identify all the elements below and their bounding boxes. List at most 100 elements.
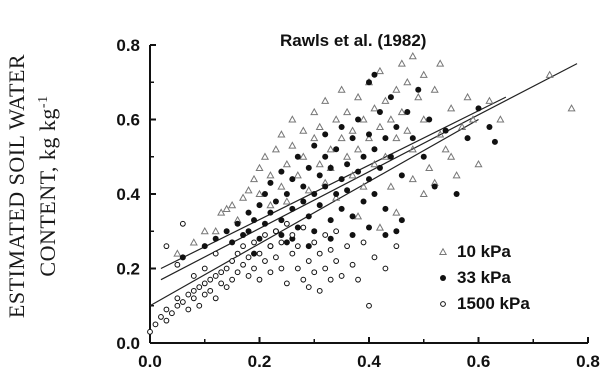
data-point <box>409 135 416 142</box>
data-point <box>311 142 318 149</box>
series-10-kpa <box>173 51 576 257</box>
data-point <box>397 59 406 67</box>
data-point <box>386 182 395 190</box>
data-point <box>453 191 460 197</box>
data-point <box>218 269 225 276</box>
data-point <box>267 243 274 250</box>
data-point <box>486 123 493 130</box>
y-tick-label: 0.0 <box>116 334 140 353</box>
data-point <box>387 94 394 101</box>
series-33-kpa <box>179 71 498 261</box>
data-point <box>147 328 153 335</box>
data-point <box>371 71 378 78</box>
data-point <box>305 164 312 171</box>
tick-labels: 0.0 0.2 0.4 0.6 0.8 0.0 0.2 0.4 0.6 0.8 <box>116 36 599 371</box>
y-tick-label: 0.6 <box>116 111 140 130</box>
data-point <box>255 189 264 198</box>
legend-marker <box>440 275 446 281</box>
data-point <box>382 135 389 142</box>
series-1500-kpa <box>147 220 400 335</box>
data-point <box>311 228 318 235</box>
data-point <box>223 284 230 291</box>
data-point <box>408 51 417 60</box>
data-point <box>442 127 449 134</box>
data-point <box>300 198 307 205</box>
y-axis-title: ESTIMATED SOIL WATER CONTENT, kg kg-1 <box>4 54 60 318</box>
data-point <box>321 96 330 104</box>
data-point <box>354 145 363 153</box>
data-point <box>316 202 323 209</box>
data-point <box>185 291 192 298</box>
data-point <box>344 187 351 194</box>
data-point <box>327 276 334 283</box>
data-point <box>282 159 291 168</box>
data-point <box>316 250 323 257</box>
data-point <box>283 239 290 246</box>
data-point <box>359 115 368 123</box>
data-point <box>256 235 263 242</box>
data-point <box>315 122 324 131</box>
regression-lines <box>149 63 578 307</box>
data-point <box>262 258 268 264</box>
data-point <box>234 220 241 227</box>
data-point <box>179 220 186 227</box>
data-point <box>474 159 483 168</box>
legend-label: 10 kPa <box>457 242 511 261</box>
data-point <box>333 146 340 153</box>
data-point <box>436 59 445 67</box>
data-point <box>277 130 286 138</box>
data-point <box>337 133 346 142</box>
data-point <box>414 92 423 101</box>
data-point <box>234 250 241 257</box>
y-axis-title-line2-sup: -1 <box>36 95 51 108</box>
x-tick-label: 0.4 <box>357 352 381 371</box>
data-point <box>375 223 384 231</box>
data-point <box>311 191 318 197</box>
data-point <box>348 126 357 134</box>
chart-title: Rawls et al. (1982) <box>280 31 426 50</box>
data-point <box>152 321 159 328</box>
data-point <box>366 302 372 309</box>
data-point <box>349 261 356 268</box>
data-point <box>228 200 237 209</box>
data-point <box>376 164 383 171</box>
data-point <box>354 92 363 101</box>
data-point <box>223 228 230 235</box>
data-point <box>371 254 378 261</box>
data-point <box>201 243 208 250</box>
data-point <box>240 261 246 268</box>
x-tick-label: 0.8 <box>576 352 600 371</box>
data-point <box>163 306 170 313</box>
data-point <box>420 153 427 160</box>
y-tick-label: 0.2 <box>116 260 140 279</box>
data-point <box>245 254 252 261</box>
data-point <box>349 135 356 142</box>
data-point <box>189 238 198 246</box>
data-point <box>190 273 197 279</box>
data-point <box>261 220 268 227</box>
data-point <box>278 168 285 175</box>
data-point <box>393 123 400 130</box>
data-point <box>196 302 203 309</box>
data-point <box>300 224 307 231</box>
data-point <box>288 141 297 149</box>
data-point <box>201 291 208 298</box>
data-point <box>163 317 170 324</box>
data-point <box>371 191 378 197</box>
regression-line <box>160 96 507 270</box>
data-point <box>294 224 301 231</box>
data-point <box>174 295 181 302</box>
data-point <box>267 269 274 276</box>
data-point <box>173 249 182 257</box>
data-point <box>212 295 219 302</box>
data-point <box>452 171 461 179</box>
data-point <box>267 179 274 186</box>
data-point <box>415 86 422 93</box>
data-point <box>305 213 312 220</box>
data-point <box>251 217 258 224</box>
data-point <box>217 208 226 216</box>
data-point <box>355 168 362 175</box>
data-point <box>359 182 368 190</box>
data-point <box>240 231 247 238</box>
